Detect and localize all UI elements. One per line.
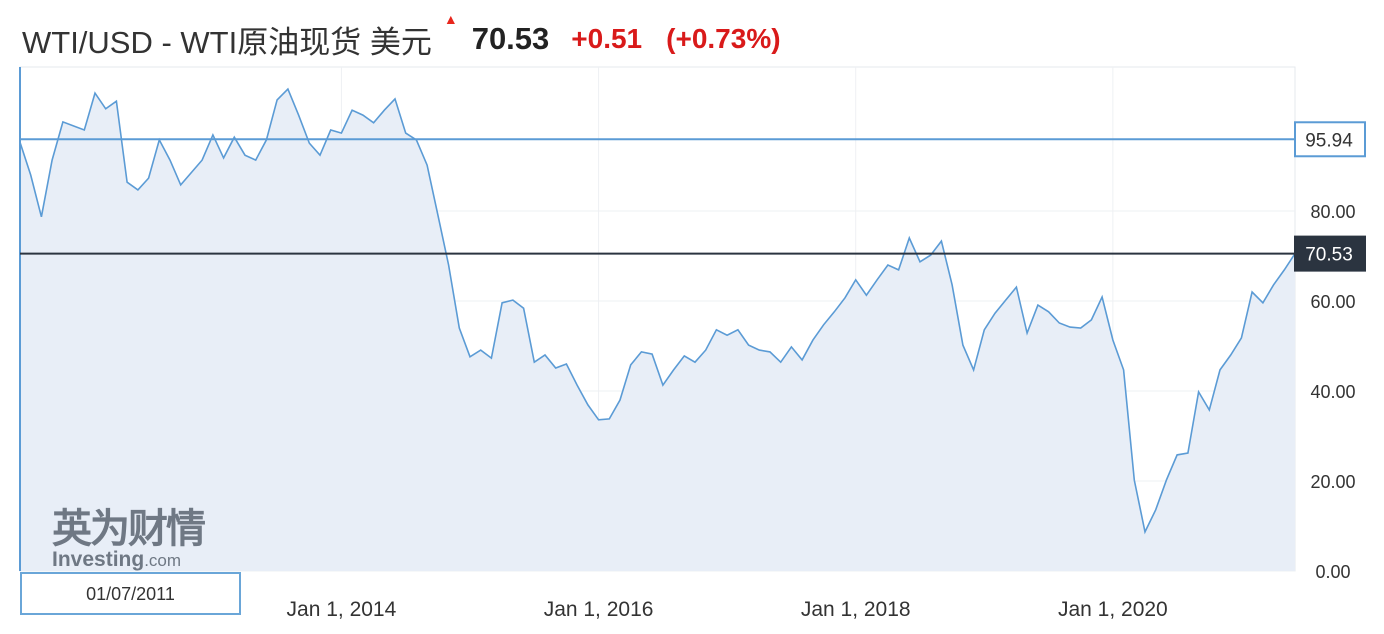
reference-label: 70.53 — [1305, 245, 1353, 266]
price-line — [19, 87, 1296, 535]
chart-header: WTI/USD - WTI原油现货 美元 ▲ 70.53 +0.51 (+0.7… — [22, 11, 781, 64]
x-tick-label: Jan 1, 2016 — [544, 598, 654, 621]
y-tick-label: 60.00 — [1310, 292, 1355, 312]
area-fill — [20, 89, 1295, 571]
current-price: 70.53 — [471, 21, 550, 56]
up-arrow-icon: ▲ — [443, 11, 458, 27]
reference-label-box — [1294, 121, 1366, 158]
reference-label-box — [1294, 235, 1366, 272]
y-tick-label: 0.00 — [1315, 562, 1350, 582]
crosshair-date-box: 01/07/2011 — [20, 572, 241, 615]
y-tick-label: 20.00 — [1310, 472, 1355, 492]
watermark-line2: Investing.com — [52, 548, 182, 571]
watermark-logo: 英为财情 Investing.com — [52, 496, 206, 572]
price-change-percent: (+0.73%) — [666, 23, 781, 54]
y-tick-label: 40.00 — [1310, 382, 1355, 402]
x-tick-label: Jan 1, 2014 — [287, 598, 397, 621]
instrument-title: WTI/USD - WTI原油现货 美元 — [22, 24, 432, 60]
x-tick-label: Jan 1, 2020 — [1058, 598, 1168, 621]
y-tick-label: 80.00 — [1310, 202, 1355, 222]
reference-label: 95.94 — [1305, 130, 1353, 151]
price-change: +0.51 — [571, 23, 643, 54]
x-tick-label: Jan 1, 2018 — [801, 598, 911, 621]
watermark-line1: 英为财情 — [52, 506, 206, 552]
